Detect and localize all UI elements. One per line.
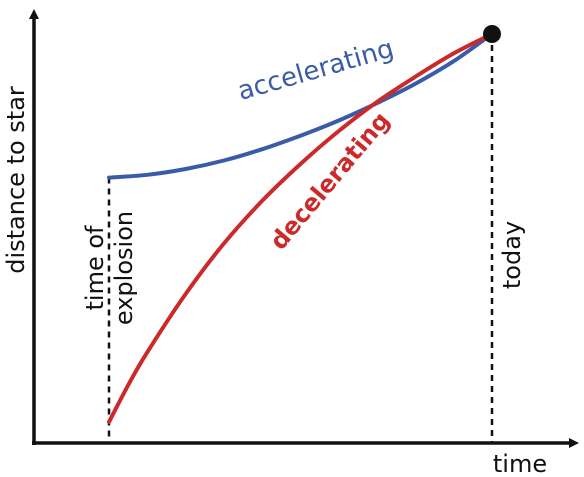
- series-decelerating-line: [107, 32, 494, 424]
- explosion-label-line2: explosion: [110, 211, 138, 325]
- explosion-label-line1: time of: [81, 225, 109, 311]
- today-endpoint-dot: [483, 25, 501, 43]
- series-accelerating-line: [107, 32, 494, 180]
- y-axis-label: distance to star: [2, 86, 30, 274]
- series-label-accelerating: accelerating: [234, 34, 397, 107]
- today-label: today: [498, 221, 526, 289]
- x-axis-label: time: [493, 450, 547, 477]
